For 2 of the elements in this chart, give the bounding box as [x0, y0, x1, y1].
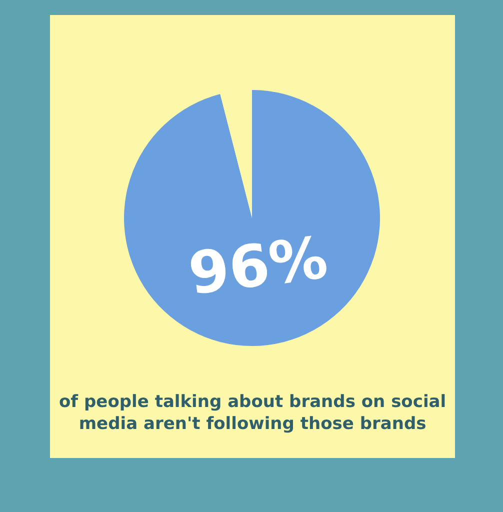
- text: of people talking about brands on social media aren't following those brands: [59, 392, 446, 434]
- data-label: 96%: [184, 223, 332, 308]
